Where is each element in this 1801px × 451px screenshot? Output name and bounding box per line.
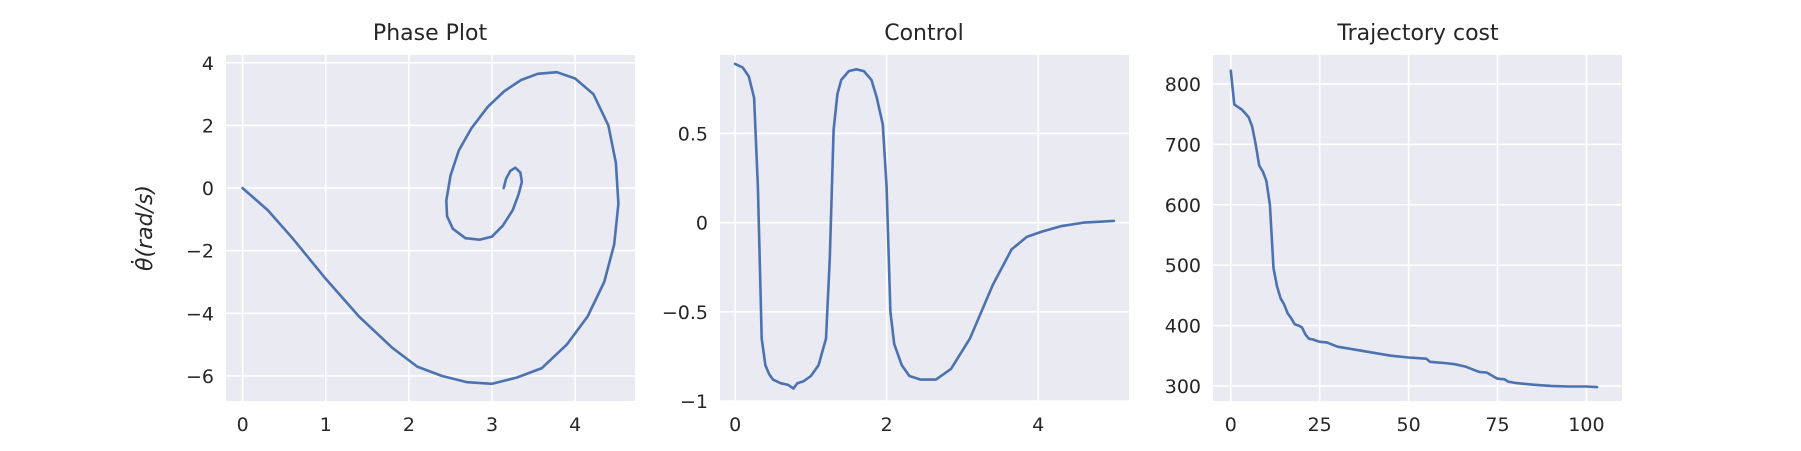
control-title: Control xyxy=(884,21,964,46)
trajectory-cost-ytick-label: 400 xyxy=(1165,316,1201,338)
phase-plot-xtick-label: 4 xyxy=(569,414,581,436)
control-grid xyxy=(720,55,1129,402)
control-xtick-label: 4 xyxy=(1032,414,1044,436)
phase-plot-xtick-label: 1 xyxy=(320,414,332,436)
phase-plot-ytick-label: −6 xyxy=(186,366,214,388)
control-ticks: 0 2 4 0.5 0 −0.5 −1 xyxy=(662,123,1044,436)
trajectory-cost-background xyxy=(1213,55,1622,401)
trajectory-cost-ytick-label: 600 xyxy=(1165,195,1201,217)
trajectory-cost-xtick-label: 0 xyxy=(1225,414,1237,436)
control-ytick-label: 0.5 xyxy=(678,123,708,145)
trajectory-cost-xtick-label: 100 xyxy=(1568,414,1604,436)
control-line xyxy=(733,62,1116,390)
trajectory-cost-xtick-label: 75 xyxy=(1485,414,1509,436)
trajectory-cost-ticks: 0 25 50 75 100 800 700 600 500 400 300 xyxy=(1165,74,1605,436)
phase-plot-panel: 0 1 2 3 4 4 2 0 −2 −4 −6 Phase Plot θ̇(rad/s) xyxy=(131,21,635,436)
trajectory-cost-ytick-label: 700 xyxy=(1165,134,1201,156)
control-ytick-label: −1 xyxy=(680,391,708,413)
phase-plot-ytick-label: 0 xyxy=(202,178,214,200)
phase-plot-ylabel: θ̇(rad/s) xyxy=(131,185,158,271)
phase-plot-ticks: 0 1 2 3 4 4 2 0 −2 −4 −6 xyxy=(186,53,581,436)
trajectory-cost-panel: 0 25 50 75 100 800 700 600 500 400 300 Trajectory … xyxy=(1165,21,1622,436)
trajectory-cost-ytick-label: 500 xyxy=(1165,255,1201,277)
phase-plot-ytick-label: −4 xyxy=(186,303,214,325)
phase-plot-xtick-label: 3 xyxy=(486,414,498,436)
phase-plot-xtick-label: 0 xyxy=(237,414,249,436)
trajectory-cost-ytick-label: 300 xyxy=(1165,376,1201,398)
phase-plot-background xyxy=(226,55,635,401)
control-background xyxy=(720,55,1129,401)
phase-plot-grid xyxy=(226,55,635,401)
trajectory-cost-ytick-label: 800 xyxy=(1165,74,1201,96)
phase-plot-ytick-label: 4 xyxy=(202,53,214,75)
control-xtick-label: 2 xyxy=(881,414,893,436)
trajectory-cost-line xyxy=(1229,69,1599,389)
phase-plot-title: Phase Plot xyxy=(373,21,488,46)
phase-plot-xtick-label: 2 xyxy=(403,414,415,436)
control-panel: 0 2 4 0.5 0 −0.5 −1 Control xyxy=(662,21,1129,436)
trajectory-cost-title: Trajectory cost xyxy=(1336,21,1499,46)
phase-plot-ytick-label: −2 xyxy=(186,241,214,263)
trajectory-cost-xtick-label: 25 xyxy=(1308,414,1332,436)
phase-plot-line xyxy=(241,70,620,386)
phase-plot-ytick-label: 2 xyxy=(202,115,214,137)
control-ytick-label: −0.5 xyxy=(662,302,708,324)
trajectory-cost-grid xyxy=(1213,55,1622,401)
control-ytick-label: 0 xyxy=(696,213,708,235)
control-xtick-label: 0 xyxy=(729,414,741,436)
trajectory-cost-xtick-label: 50 xyxy=(1397,414,1421,436)
